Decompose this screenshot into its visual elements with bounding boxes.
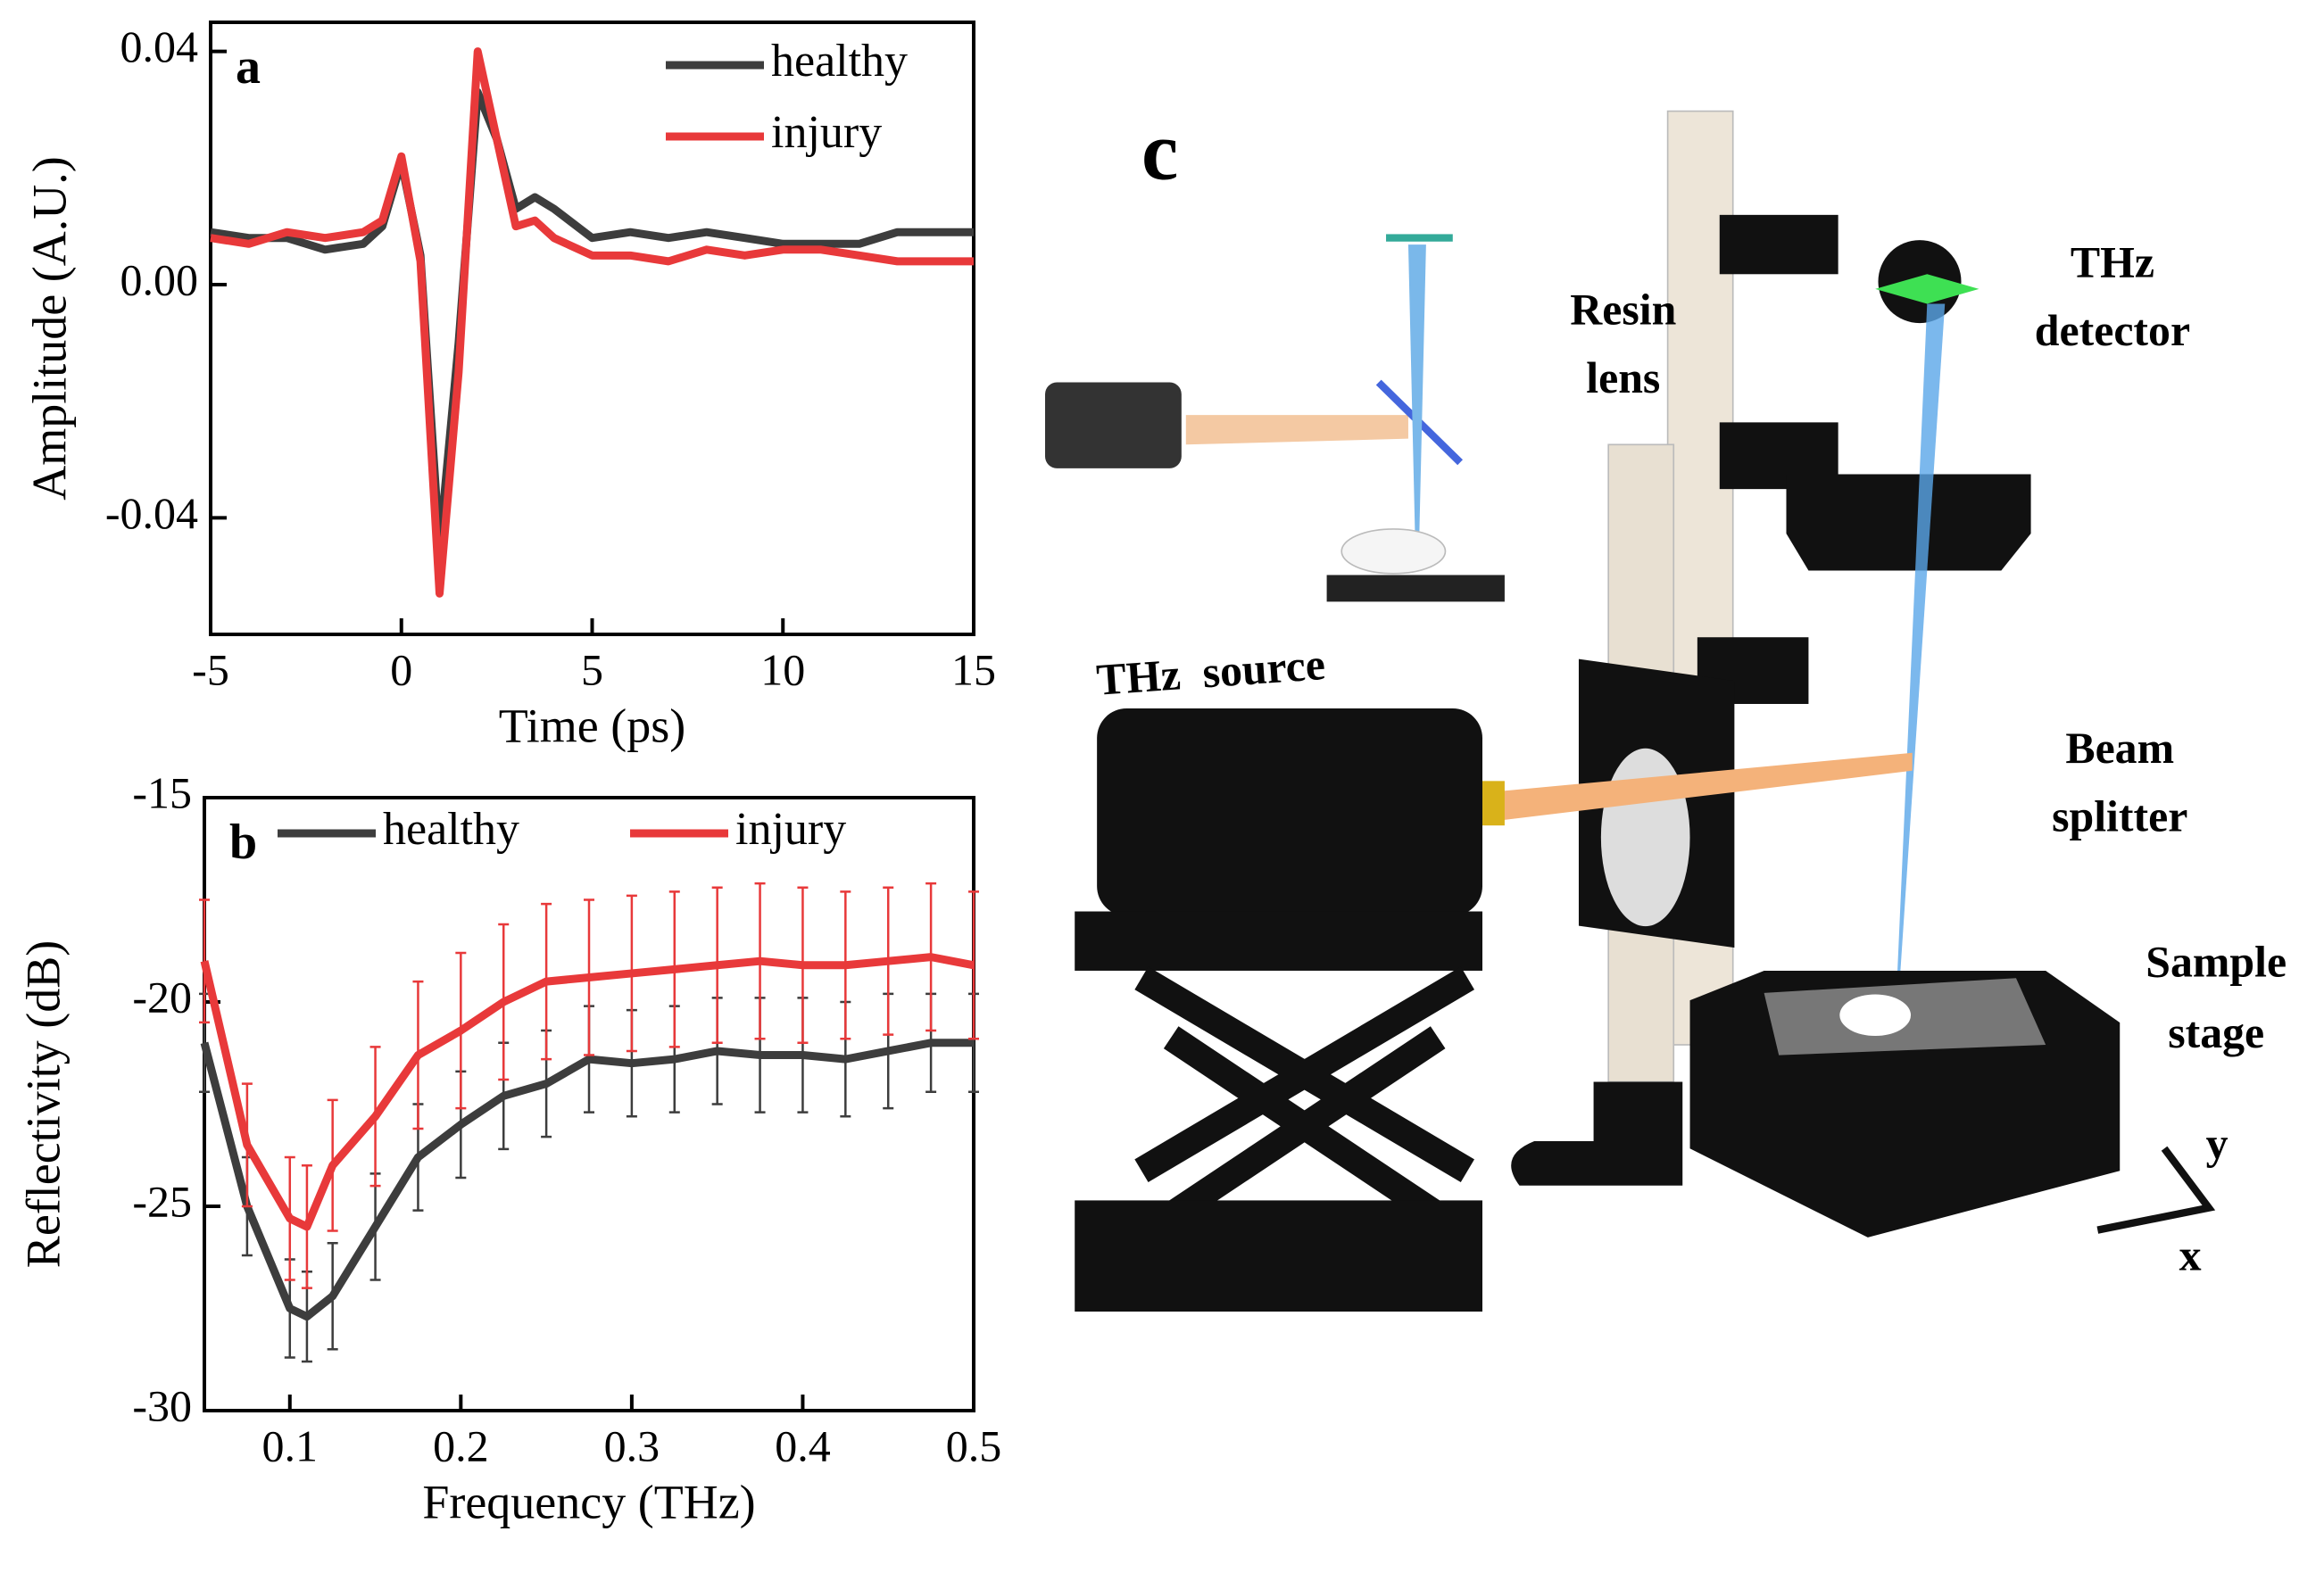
x-tick-label: 0.3 <box>604 1420 660 1470</box>
x-tick-label: 0.4 <box>775 1420 831 1470</box>
x-tick-label: 0.2 <box>433 1420 489 1470</box>
y-tick-label: -15 <box>132 767 192 817</box>
label: THz <box>2071 237 2154 286</box>
x-tick-label: 5 <box>581 644 603 694</box>
axis-label: x <box>2179 1230 2202 1279</box>
series-line <box>210 87 974 551</box>
setup-diagram: c THz detector Resin lens Beam splitter … <box>1045 106 2287 1312</box>
x-axis-label: Frequency (THz) <box>422 1475 755 1528</box>
inset-thz-beam <box>1407 244 1426 564</box>
panel-label: b <box>229 815 257 870</box>
series-line <box>200 953 975 1231</box>
y-tick-label: -0.04 <box>105 488 198 538</box>
lens-holder <box>1786 474 2031 571</box>
x-tick-label: 0.1 <box>262 1420 319 1470</box>
y-tick-label: 0.04 <box>120 21 199 71</box>
thz-beam <box>1897 303 1946 971</box>
mouse <box>1839 994 1912 1037</box>
y-axis-label: Reflectivity (dB) <box>16 940 70 1268</box>
inset-stage <box>1326 575 1505 602</box>
legend-label: injury <box>735 804 846 855</box>
legend-label: healthy <box>771 36 908 87</box>
source-aperture <box>1482 781 1505 826</box>
x-tick-label: 0.5 <box>946 1420 1002 1470</box>
y-tick-label: -20 <box>132 972 192 1022</box>
y-tick-label: 0.00 <box>120 254 199 304</box>
label: lens <box>1586 353 1660 402</box>
panel-label: c <box>1141 106 1178 198</box>
panel-label: a <box>236 39 261 95</box>
label: Sample <box>2146 937 2287 986</box>
inset-source <box>1045 382 1182 468</box>
inset-beam <box>1185 415 1408 445</box>
x-tick-label: 0 <box>390 644 412 694</box>
series-line <box>210 47 974 598</box>
legend-label: healthy <box>383 804 519 855</box>
label: THz source <box>1095 640 1327 705</box>
label: Resin <box>1570 286 1676 335</box>
thz-source <box>1097 708 1482 916</box>
axes-arrows <box>2096 1146 2216 1234</box>
axis-label: y <box>2206 1120 2229 1169</box>
label: stage <box>2168 1008 2264 1057</box>
label: Beam <box>2065 724 2174 773</box>
inset-detector <box>1386 234 1453 242</box>
label: detector <box>2035 306 2190 355</box>
y-axis-label: Amplitude (A.U.) <box>22 156 76 500</box>
x-axis-label: Time (ps) <box>499 699 686 752</box>
legend-label: injury <box>771 107 882 158</box>
source-beam <box>1482 752 1913 823</box>
plot-frame <box>203 796 975 1412</box>
x-tick-label: 10 <box>760 644 805 694</box>
inset-mouse <box>1340 528 1447 575</box>
label: splitter <box>2052 792 2187 841</box>
lift-top <box>1075 911 1482 971</box>
pillar-base <box>1511 1081 1683 1186</box>
x-tick-label: 15 <box>951 644 996 694</box>
clamp <box>1719 214 1838 275</box>
y-tick-label: -25 <box>132 1176 192 1226</box>
lift-base <box>1075 1200 1482 1312</box>
y-tick-label: -30 <box>132 1380 192 1430</box>
x-tick-label: -5 <box>192 644 229 694</box>
series-line <box>200 1039 974 1321</box>
scissor-lift <box>1134 966 1474 1227</box>
